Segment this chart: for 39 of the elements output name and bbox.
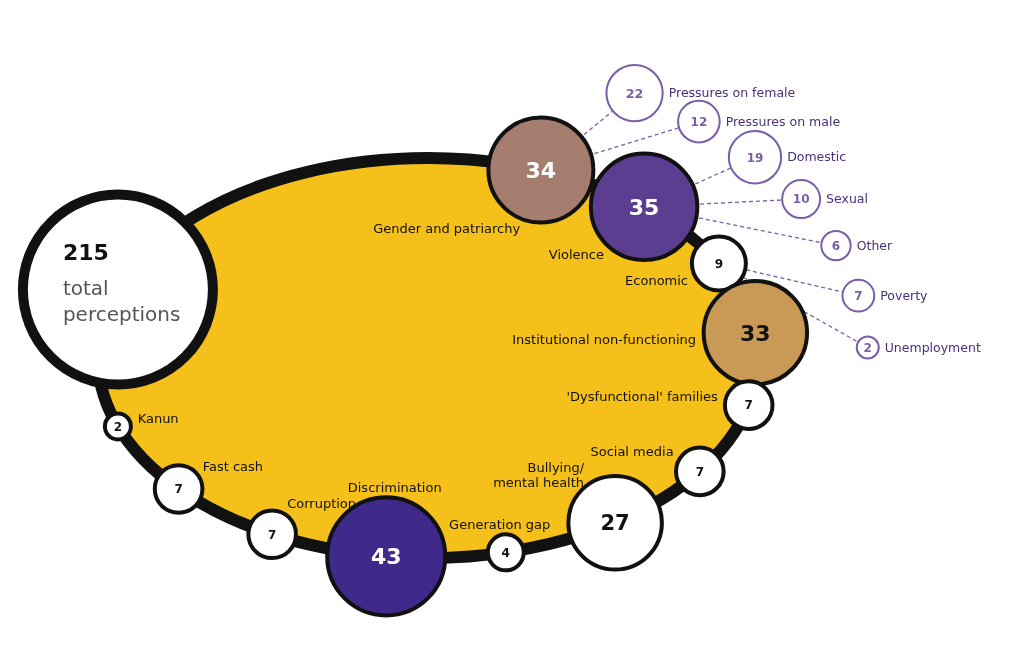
data-label: 2 — [863, 340, 872, 355]
category-label: 'Dysfunctional' families — [566, 389, 718, 405]
data-label: 22 — [625, 85, 644, 101]
text: total perceptions — [62, 275, 181, 326]
data-label: 6 — [831, 238, 841, 253]
data-label: 2 — [113, 419, 123, 434]
category-label: Sexual — [826, 191, 868, 207]
category-label: Gender and patriarchy — [373, 220, 521, 236]
data-label: 43 — [370, 544, 402, 570]
data-label: 10 — [792, 192, 810, 207]
text: 215 — [62, 239, 109, 265]
category-label: Pressures on female — [668, 85, 796, 101]
category-label: Pressures on male — [725, 113, 841, 129]
category-label: Poverty — [880, 287, 929, 303]
data-label: 33 — [740, 320, 771, 346]
data-label: 7 — [174, 482, 183, 497]
data-label: 27 — [600, 510, 630, 536]
data-label: 7 — [695, 464, 704, 479]
category-label: Discrimination — [347, 479, 442, 495]
category-label: Kanun — [137, 410, 179, 426]
category-label: Other — [856, 237, 894, 253]
data-label: 19 — [746, 150, 764, 165]
data-label: 12 — [690, 114, 708, 129]
data-label: 7 — [267, 527, 277, 542]
data-label: 7 — [854, 288, 863, 303]
category-label: Generation gap — [449, 517, 551, 533]
data-label: 4 — [501, 545, 510, 560]
data-label: 35 — [628, 194, 660, 220]
category-label: Bullying/ mental health — [493, 460, 585, 491]
category-label: Unemployment — [884, 339, 981, 355]
category-label: Fast cash — [202, 458, 264, 474]
category-label: Institutional non-functioning — [512, 332, 697, 348]
category-label: Social media — [590, 444, 674, 460]
category-label: Domestic — [787, 149, 847, 165]
category-label: Violence — [548, 246, 604, 262]
data-label: 7 — [744, 398, 753, 413]
data-label: 34 — [525, 157, 557, 183]
category-label: Economic — [625, 273, 689, 289]
data-label: 9 — [714, 256, 724, 271]
